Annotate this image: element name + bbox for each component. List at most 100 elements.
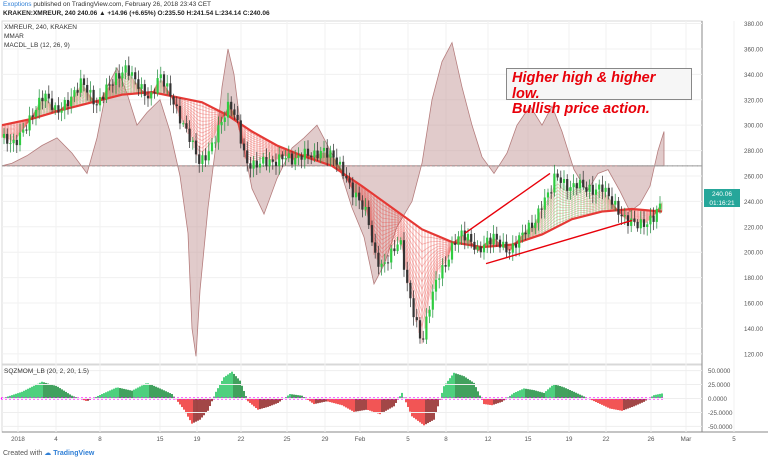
candle-body (505, 241, 508, 253)
price-tick: 380.00 (744, 21, 763, 28)
squeeze-bar (295, 394, 297, 399)
candle-body (86, 84, 89, 93)
squeeze-bar (235, 376, 237, 399)
squeeze-bar (415, 398, 417, 420)
squeeze-bar (615, 398, 617, 410)
squeeze-bar (221, 380, 223, 399)
candle-body (198, 154, 201, 164)
squeeze-bar (119, 388, 121, 399)
squeeze-bar (95, 396, 97, 399)
squeeze-bar (639, 398, 641, 404)
candle-body (562, 179, 566, 183)
squeeze-bar (611, 398, 613, 409)
squeeze-bar (201, 398, 203, 418)
squeeze-bar (241, 385, 243, 399)
squeeze-bar (127, 389, 129, 399)
candle-body (137, 79, 140, 89)
candle-body (578, 179, 582, 189)
annotation-box[interactable]: Higher high & higher low. Bullish price … (506, 68, 692, 117)
candle-body (313, 150, 316, 158)
squeeze-bar (187, 398, 189, 417)
candle-body (342, 161, 345, 177)
squeeze-bar (131, 390, 133, 399)
squeeze-bar (231, 371, 233, 399)
squeeze-bar (69, 394, 71, 399)
squeeze-bar (363, 398, 365, 411)
candle-body (630, 218, 633, 226)
candle-body (476, 246, 479, 250)
squeeze-bar (117, 387, 119, 399)
candle-body (194, 140, 198, 155)
squeeze-bar (103, 393, 105, 399)
squeeze-bar (273, 398, 275, 405)
squeeze-bar (275, 398, 277, 404)
candle-body (121, 72, 124, 79)
squeeze-bar (329, 398, 331, 403)
candle-body (447, 259, 450, 267)
candle-body (450, 242, 454, 260)
squeeze-bar (373, 398, 375, 413)
squeeze-bar (249, 398, 251, 403)
candle-body (153, 92, 156, 94)
squeeze-bar (233, 373, 235, 399)
squeeze-bar (459, 374, 461, 399)
squeeze-bar (527, 389, 529, 399)
squeeze-bar (605, 398, 607, 407)
squeeze-bar (423, 398, 425, 426)
candle-body (396, 244, 399, 252)
candle-body (108, 84, 111, 86)
candle-body (623, 215, 626, 217)
trend-line (464, 172, 551, 234)
footer-brand[interactable]: TradingView (53, 450, 95, 457)
candle-body (652, 215, 655, 222)
candle-body (166, 83, 169, 87)
squeeze-bar (351, 398, 353, 411)
squeeze-bar (557, 385, 559, 399)
price-tick: 220.00 (744, 224, 763, 231)
squeeze-bar (627, 398, 629, 409)
legend-mmar[interactable]: MMAR (4, 33, 24, 40)
countdown-label: 01:16:21 (709, 200, 735, 207)
candle-body (639, 219, 642, 229)
candle-body (118, 73, 121, 79)
candle-body (514, 243, 518, 248)
squeeze-bar (559, 385, 561, 399)
candle-body (326, 147, 329, 158)
candle-body (105, 84, 108, 100)
candle-body (18, 132, 22, 146)
tradingview-icon: ☁ (44, 450, 52, 457)
candle-body (310, 155, 313, 158)
price-tick: 260.00 (744, 173, 763, 180)
candle-body (498, 239, 502, 248)
squeeze-bar (331, 398, 333, 403)
squeeze-bar (83, 398, 85, 401)
squeeze-bar (617, 398, 619, 411)
candle-body (332, 150, 335, 158)
squeeze-bar (67, 393, 69, 399)
candle-body (111, 84, 114, 86)
legend-symbol[interactable]: XMREUR, 240, KRAKEN (4, 24, 77, 31)
squeeze-bar (621, 398, 623, 411)
squeeze-bar (535, 390, 537, 399)
squeeze-bar (609, 398, 611, 409)
squeeze-bar (113, 388, 115, 399)
squeeze-bar (217, 388, 219, 399)
squeeze-bar (483, 398, 485, 405)
time-tick: 19 (566, 436, 573, 443)
squeeze-bar (225, 375, 227, 399)
author-link[interactable]: Exoptions (3, 1, 32, 8)
squeeze-bar (229, 373, 231, 399)
legend-macd[interactable]: MACDL_LB (12, 26, 9) (4, 42, 70, 49)
candle-body (268, 159, 271, 167)
candle-body (6, 133, 9, 144)
candle-body (300, 155, 303, 160)
candle-body (617, 200, 620, 215)
candle-body (226, 101, 230, 118)
squeeze-bar (141, 385, 143, 399)
squeeze-bar (65, 391, 67, 399)
candle-body (60, 110, 63, 113)
squeeze-bar (33, 385, 35, 399)
squeeze-bar (353, 398, 355, 412)
squeeze-bar (299, 395, 301, 399)
legend-sqzmom[interactable]: SQZMOM_LB (20, 2, 20, 1.5) (4, 368, 89, 375)
